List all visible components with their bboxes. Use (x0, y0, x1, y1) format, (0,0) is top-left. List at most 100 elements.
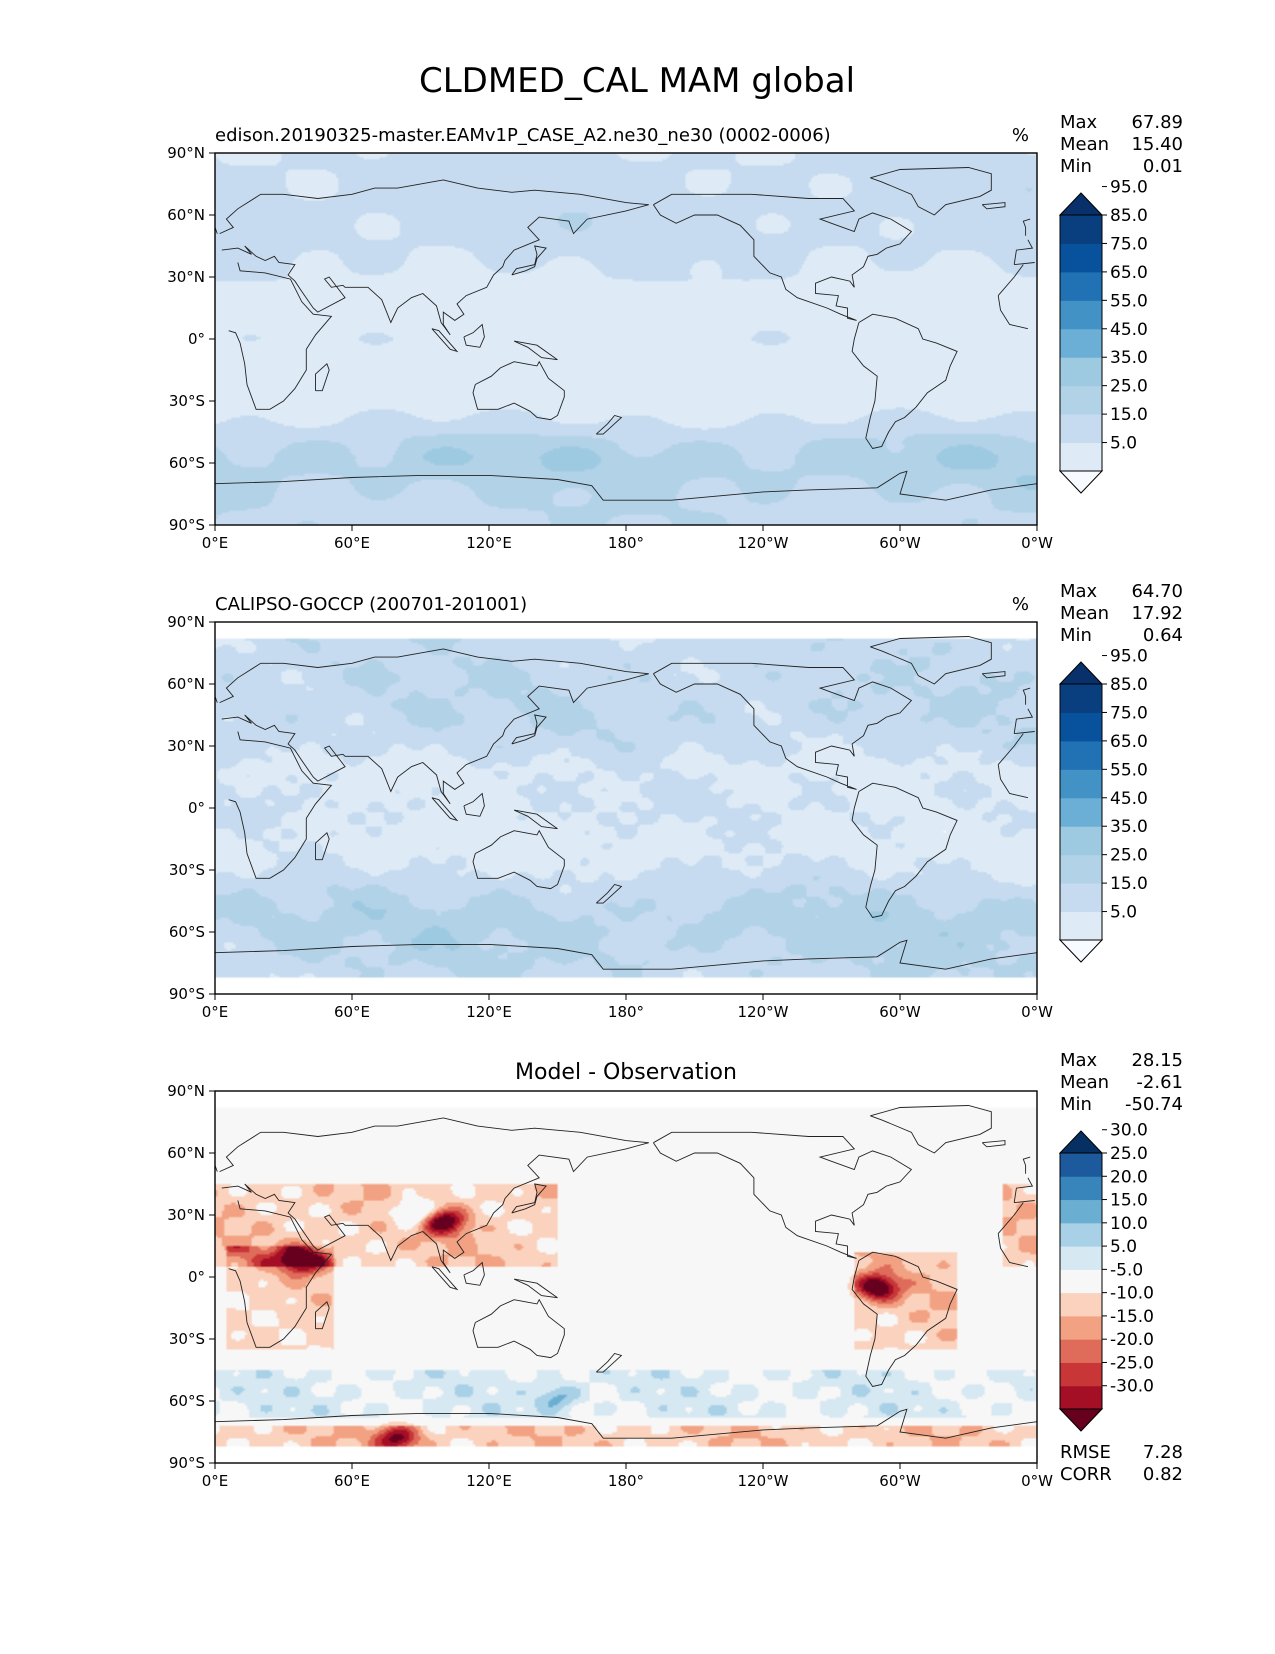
colorbar-tick-label: 75.0 (1110, 703, 1148, 723)
colorbar-tick-label: 45.0 (1110, 320, 1148, 340)
x-tick-label: 120°W (738, 1003, 789, 1021)
colorbar-tick-label: -30.0 (1110, 1377, 1154, 1397)
colorbar: 5.0 15.0 25.0 35.0 45.0 55.0 65.0 75.0 85.0 95.0 (1058, 178, 1148, 494)
y-tick-label: 30°N (167, 1206, 205, 1224)
coastline (653, 193, 913, 321)
coastline (219, 648, 1035, 805)
coastline (851, 782, 958, 919)
coastline (315, 832, 330, 861)
y-tick-label: 90°S (169, 516, 205, 534)
y-tick-label: 0° (188, 330, 205, 348)
y-tick-label: 90°N (167, 144, 205, 162)
colorbar-tick-label: 5.0 (1110, 1237, 1137, 1257)
colorbar-tick-label: -25.0 (1110, 1353, 1154, 1373)
stat-value: 67.89 (1131, 112, 1183, 133)
colorbar-swatch (1060, 243, 1102, 273)
stat-label: Min (1060, 625, 1092, 646)
x-tick-label: 60°W (879, 1472, 921, 1490)
colorbar-tick-label: 35.0 (1110, 817, 1148, 837)
x-tick-label: 120°E (466, 1472, 512, 1490)
y-tick-label: 90°N (167, 613, 205, 631)
colorbar-frame (1059, 214, 1103, 472)
x-tick-label: 0°W (1021, 1003, 1053, 1021)
colorbar-tick-label: 15.0 (1110, 1191, 1148, 1211)
colorbar: 5.0 15.0 25.0 35.0 45.0 55.0 65.0 75.0 85.0 95.0 (1058, 647, 1148, 963)
y-tick-label: 60°S (169, 454, 205, 472)
coastline (219, 1117, 1035, 1274)
coastline (513, 809, 558, 830)
panel-title: CALIPSO-GOCCP (200701-201001) (215, 594, 527, 615)
colorbar: -30.0 -25.0 -20.0 -15.0 -10.0 -5.0 5.0 10.0 15.0… (1058, 1121, 1154, 1432)
stat-value: 0.01 (1143, 156, 1183, 177)
y-tick-label: 60°S (169, 1392, 205, 1410)
x-tick-label: 0°E (202, 1003, 229, 1021)
x-tick-label: 180° (608, 534, 644, 552)
colorbar-tick-label: 55.0 (1110, 291, 1148, 311)
coastline (513, 340, 558, 361)
colorbar-tick-label: 20.0 (1110, 1167, 1148, 1187)
colorbar-tick-label: 15.0 (1110, 405, 1148, 425)
colorbar-tick-label: 25.0 (1110, 377, 1148, 397)
coastline (228, 731, 1029, 879)
y-tick-label: 90°N (167, 1082, 205, 1100)
y-tick-label: 30°S (169, 392, 205, 410)
colorbar-tick-label: 85.0 (1110, 206, 1148, 226)
colorbar-frame (1059, 1152, 1103, 1410)
x-tick-label: 0°W (1021, 534, 1053, 552)
metric-value: 7.28 (1143, 1442, 1183, 1463)
y-tick-label: 30°S (169, 1330, 205, 1348)
coastlines (215, 1105, 1037, 1439)
colorbar-swatch (1060, 215, 1102, 244)
colorbar-tick-label: 85.0 (1110, 675, 1148, 695)
colorbar-swatch (1060, 684, 1102, 713)
colorbar-swatch (1060, 414, 1102, 444)
y-tick-label: 30°N (167, 268, 205, 286)
coastline (472, 360, 565, 421)
coastline (653, 662, 913, 790)
x-tick-label: 180° (608, 1003, 644, 1021)
x-tick-label: 60°W (879, 534, 921, 552)
stat-label: Min (1060, 1094, 1092, 1115)
colorbar-tick-label: 75.0 (1110, 234, 1148, 254)
y-tick-label: 60°S (169, 923, 205, 941)
y-tick-label: 30°S (169, 861, 205, 879)
stat-value: 0.64 (1143, 625, 1183, 646)
colorbar-swatch (1060, 1269, 1102, 1294)
stat-label: Max (1060, 1050, 1098, 1071)
colorbar-swatch (1060, 883, 1102, 913)
colorbar-swatch (1060, 740, 1102, 770)
metric-value: 0.82 (1143, 1464, 1183, 1485)
colorbar-tick-label: -20.0 (1110, 1330, 1154, 1350)
colorbar-swatch (1060, 854, 1102, 884)
x-tick-label: 0°E (202, 534, 229, 552)
colorbar-swatch (1060, 328, 1102, 358)
stat-value: 17.92 (1131, 603, 1183, 624)
coastline (228, 262, 1029, 410)
coastline (870, 1105, 992, 1154)
colorbar-tick-label: -10.0 (1110, 1284, 1154, 1304)
colorbar-frame (1059, 683, 1103, 941)
coastline (431, 1266, 459, 1291)
colorbar-swatch (1060, 271, 1102, 301)
colorbar-tick-label: 95.0 (1110, 647, 1148, 667)
y-tick-label: 90°S (169, 1454, 205, 1472)
colorbar-tick-label: 45.0 (1110, 789, 1148, 809)
map-panel-2: 0°E 60°E 120°E 180° 120°W 60°W 0°W 90°N 60°N 30°N… (167, 581, 1183, 1021)
colorbar-extend-min (1058, 470, 1104, 494)
colorbar-swatch (1060, 357, 1102, 387)
stat-label: Min (1060, 156, 1092, 177)
y-tick-label: 60°N (167, 206, 205, 224)
x-tick-label: 60°W (879, 1003, 921, 1021)
stat-value: 15.40 (1131, 134, 1183, 155)
panel-title: edison.20190325-master.EAMv1P_CASE_A2.ne… (215, 125, 831, 146)
coastline (472, 1298, 565, 1359)
colorbar-swatch (1060, 1339, 1102, 1363)
coastline (511, 714, 547, 745)
colorbar-tick-label: 35.0 (1110, 348, 1148, 368)
x-tick-label: 180° (608, 1472, 644, 1490)
colorbar-swatch (1060, 826, 1102, 856)
colorbar-swatch (1060, 1385, 1102, 1410)
panel-title: Model - Observation (515, 1060, 737, 1085)
colorbar-swatch (1060, 442, 1102, 472)
